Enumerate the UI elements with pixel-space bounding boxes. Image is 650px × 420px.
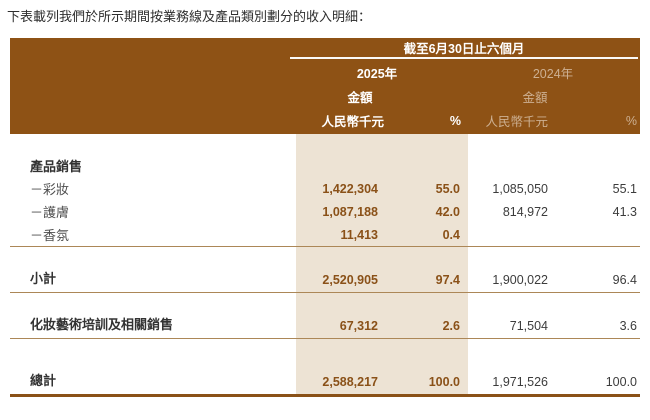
row-label: －香氛	[30, 228, 70, 243]
spacer-cell	[556, 247, 640, 261]
table-row: －彩妝 1,422,304 55.0 1,085,050 55.1	[10, 177, 640, 200]
spacer-cell	[556, 339, 640, 353]
period-header: 截至6月30日止六個月	[290, 38, 638, 59]
year-2025-label: 2025年	[356, 66, 398, 81]
intro-text: 下表載列我們於所示期間按業務線及產品類別劃分的收入明細：	[7, 9, 372, 24]
spacer-cell	[468, 134, 556, 154]
row-label: －護膚	[30, 205, 70, 220]
spacer-cell-highlight	[386, 134, 468, 154]
table-header: 截至6月30日止六個月 2025年 2024年 金額 金額 人民幣千元 % 人民…	[10, 38, 640, 134]
year-2024-label: 2024年	[532, 66, 574, 81]
spacer-cell	[468, 247, 556, 261]
amount-2024-value: 1,900,022	[492, 273, 548, 287]
spacer-cell	[10, 339, 296, 353]
row-label: 產品銷售	[30, 159, 83, 174]
amount-2024-value	[468, 223, 556, 246]
spacer-cell	[556, 293, 640, 307]
spacer-cell-highlight	[386, 247, 468, 261]
table-row: 產品銷售	[10, 154, 640, 177]
percent-2025-value: 55.0	[386, 177, 468, 200]
spacer-cell-highlight	[296, 247, 386, 261]
percent-2024-value	[556, 223, 640, 246]
percent-2024-label: %	[625, 113, 637, 128]
spacer-cell	[10, 293, 296, 307]
header-spacer	[10, 107, 296, 134]
percent-2024-value: 96.4	[612, 273, 637, 287]
row-label: 小計	[30, 271, 57, 286]
spacer-cell	[556, 134, 640, 154]
table-row: 總計 2,588,217 100.0 1,971,526 100.0	[10, 353, 640, 397]
unit-2024-label: 人民幣千元	[485, 115, 548, 129]
percent-2024-value: 100.0	[605, 375, 637, 389]
percent-2024-value: 3.6	[619, 319, 637, 333]
row-label: 化妝藝術培訓及相關銷售	[30, 317, 174, 332]
percent-2025-value	[386, 154, 468, 177]
header-spacer	[10, 59, 296, 85]
amount-2024-value: 71,504	[509, 319, 548, 333]
spacer-cell-highlight	[386, 293, 468, 307]
spacer-cell	[10, 134, 296, 154]
amount-2025-value: 67,312	[296, 307, 386, 338]
year-header-row: 2025年 2024年	[10, 59, 640, 85]
spacer-cell-highlight	[386, 339, 468, 353]
table-body: 產品銷售 －彩妝 1,422,304 55.0 1,085,050 55.1 －護膚 1,08…	[10, 134, 640, 397]
percent-2025-label: %	[449, 113, 461, 128]
spacer-row	[10, 339, 640, 353]
amount-2025-value: 1,087,188	[296, 200, 386, 223]
row-label: －彩妝	[30, 182, 70, 197]
table-row: －護膚 1,087,188 42.0 814,972 41.3	[10, 200, 640, 223]
percent-2024-value: 41.3	[612, 204, 637, 219]
amount-2025-label: 金額	[347, 90, 373, 105]
amount-2024-value: 1,971,526	[492, 375, 548, 389]
period-header-label: 截至6月30日止六個月	[403, 42, 525, 56]
percent-2025-value: 0.4	[386, 223, 468, 246]
amount-2024-value: 1,085,050	[492, 181, 548, 196]
spacer-cell	[468, 293, 556, 307]
amount-2024-value: 814,972	[502, 204, 548, 219]
period-header-row: 截至6月30日止六個月	[10, 38, 640, 59]
spacer-cell	[468, 339, 556, 353]
spacer-cell-highlight	[296, 134, 386, 154]
spacer-row	[10, 134, 640, 154]
percent-2025-value: 2.6	[386, 307, 468, 338]
amount-2024-label: 金額	[522, 90, 548, 105]
unit-header-row: 人民幣千元 % 人民幣千元 %	[10, 107, 640, 134]
table-row: －香氛 11,413 0.4	[10, 223, 640, 247]
row-label: 總計	[30, 373, 57, 388]
percent-2024-value	[556, 154, 640, 177]
percent-2024-value: 55.1	[612, 181, 637, 196]
amount-2025-value: 1,422,304	[296, 177, 386, 200]
percent-2025-value: 42.0	[386, 200, 468, 223]
percent-2025-value: 100.0	[386, 353, 468, 394]
spacer-row	[10, 293, 640, 307]
spacer-cell-highlight	[296, 293, 386, 307]
table-row: 小計 2,520,905 97.4 1,900,022 96.4	[10, 261, 640, 293]
spacer-row	[10, 247, 640, 261]
amount-2025-value: 11,413	[296, 223, 386, 246]
header-spacer	[10, 85, 296, 107]
amount-2024-value	[468, 154, 556, 177]
amount-2025-value: 2,588,217	[296, 353, 386, 394]
revenue-breakdown-table: 截至6月30日止六個月 2025年 2024年 金額 金額 人民幣千元 % 人民…	[10, 38, 640, 397]
percent-2025-value: 97.4	[386, 261, 468, 292]
amount-2025-value	[296, 154, 386, 177]
spacer-cell	[10, 247, 296, 261]
unit-2025-label: 人民幣千元	[321, 115, 384, 129]
table-row: 化妝藝術培訓及相關銷售 67,312 2.6 71,504 3.6	[10, 307, 640, 339]
amount-2025-value: 2,520,905	[296, 261, 386, 292]
spacer-cell-highlight	[296, 339, 386, 353]
amount-header-row: 金額 金額	[10, 85, 640, 107]
